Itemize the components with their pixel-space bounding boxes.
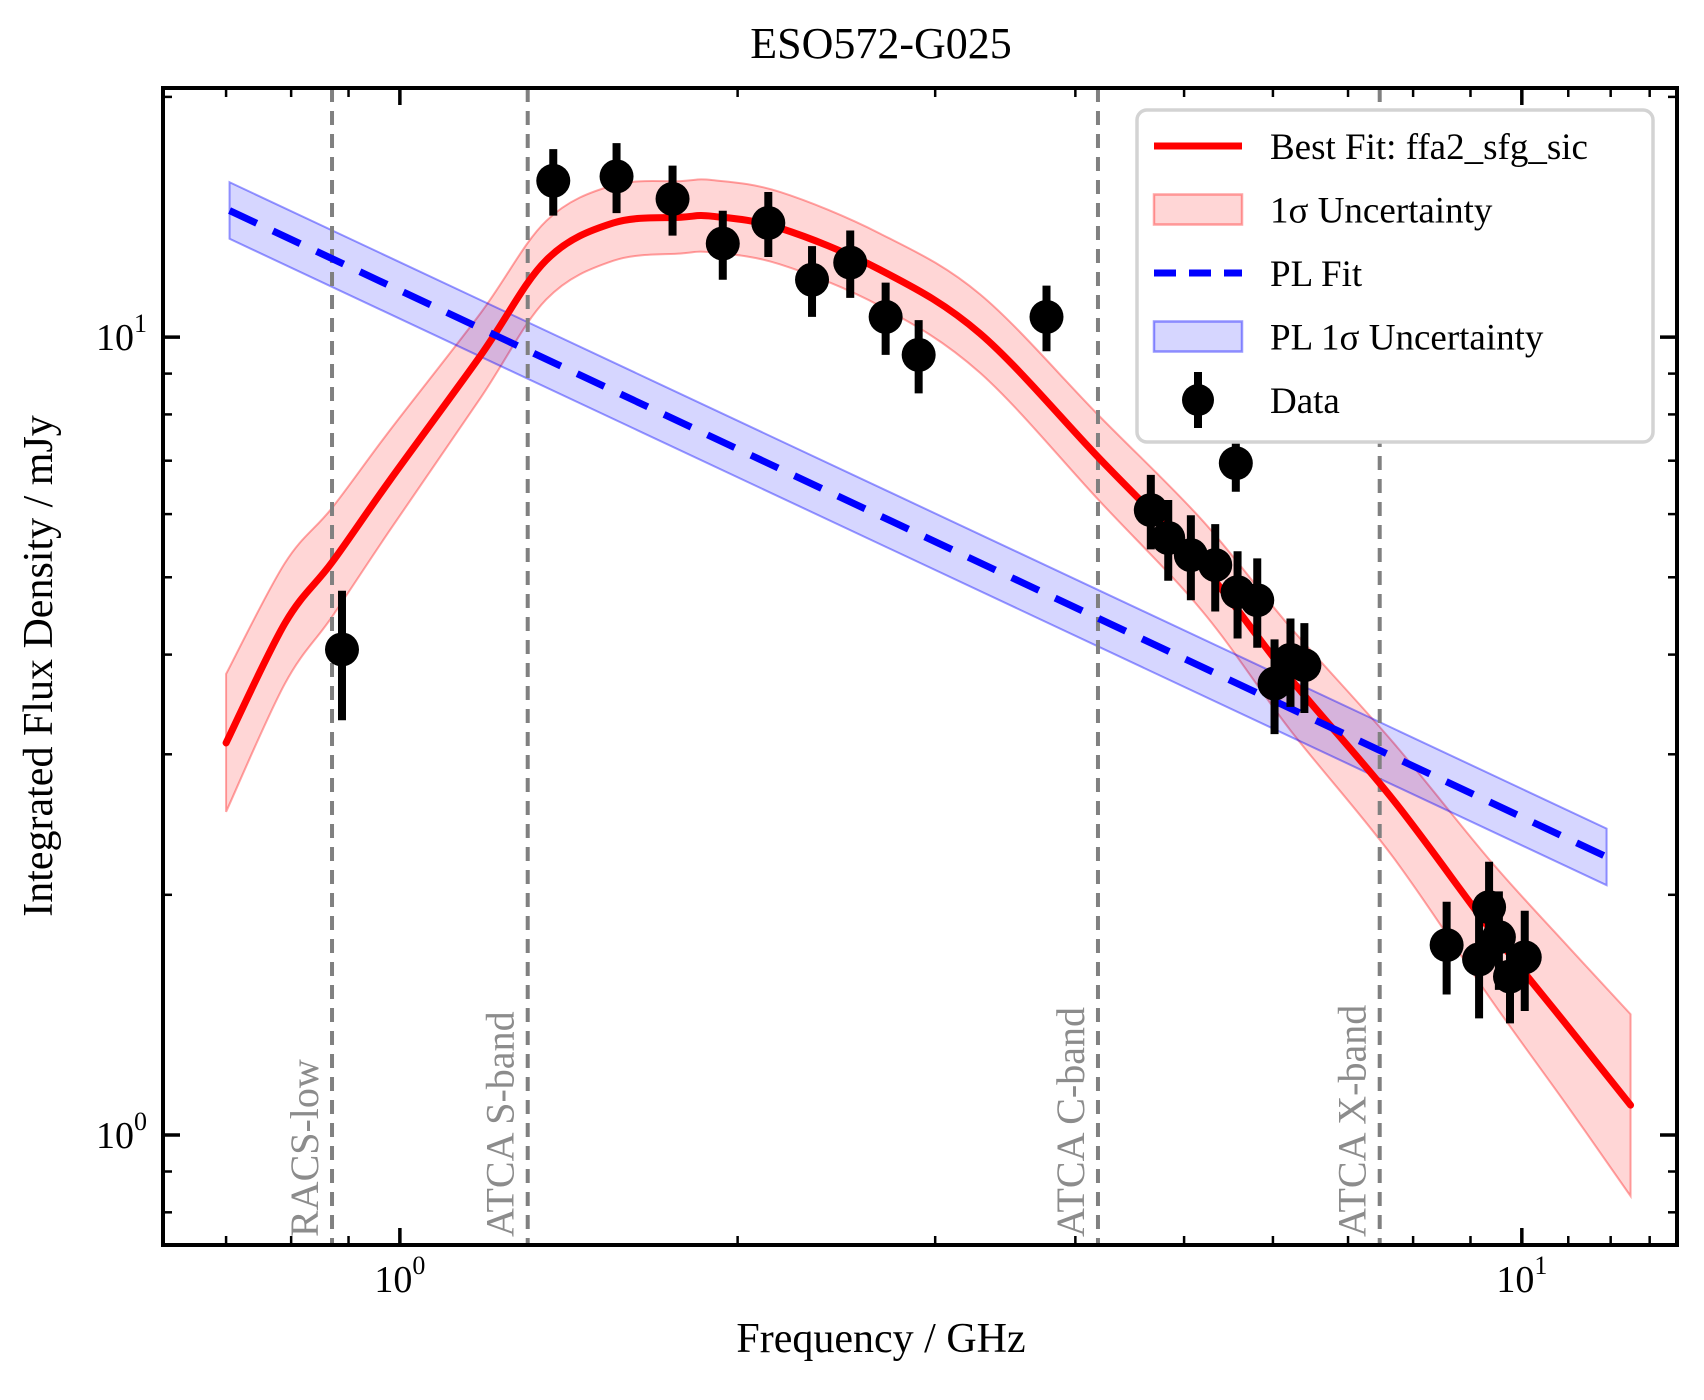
- data-point: [1240, 583, 1275, 618]
- legend-entry-label: Data: [1270, 381, 1340, 422]
- reference-line-label: ATCA S-band: [478, 1011, 523, 1237]
- data-point: [1029, 299, 1064, 334]
- data-point: [901, 337, 936, 372]
- data-point: [324, 632, 359, 667]
- legend-entry-label: 1σ Uncertainty: [1270, 191, 1493, 232]
- pl-fit-line: [228, 207, 1609, 861]
- data-point: [833, 245, 868, 280]
- reference-lines-layer: RACS-low ATCA S-band ATCA C-band ATCA X-ban…: [282, 88, 1382, 1245]
- legend: Best Fit: ffa2_sfg_sic 1σ Uncertainty PL F…: [1135, 108, 1655, 444]
- legend-box: [1135, 108, 1655, 444]
- x-tick-label: 100: [374, 1251, 425, 1301]
- y-tick-label: 100: [96, 1107, 147, 1157]
- data-point: [1287, 648, 1322, 683]
- legend-entry-label: PL Fit: [1270, 254, 1363, 295]
- legend-red-patch-sample: [1152, 193, 1244, 226]
- y-axis-label: Integrated Flux Density / mJy: [16, 415, 62, 917]
- data-points-layer: [324, 143, 1542, 1024]
- data-point: [536, 163, 571, 198]
- data-point: [1429, 928, 1464, 963]
- reference-line-label: RACS-low: [282, 1059, 327, 1237]
- data-point: [705, 226, 740, 261]
- data-point: [1507, 940, 1542, 975]
- y-tick-label: 101: [96, 309, 147, 359]
- data-point: [655, 181, 690, 216]
- pl-uncertainty-band: [228, 180, 1608, 887]
- data-point: [868, 299, 903, 334]
- data-point: [1198, 548, 1233, 583]
- legend-data-marker-sample: [1182, 384, 1214, 416]
- legend-blue-patch-sample: [1152, 320, 1244, 353]
- data-point: [599, 159, 634, 194]
- legend-entry-label: PL 1σ Uncertainty: [1270, 318, 1544, 359]
- data-point: [1133, 493, 1168, 528]
- data-point: [751, 205, 786, 240]
- x-axis-label: Frequency / GHz: [736, 1316, 1025, 1362]
- reference-line-label: ATCA X-band: [1330, 1005, 1375, 1237]
- legend-entry-label: Best Fit: ffa2_sfg_sic: [1270, 127, 1588, 168]
- plot-frame: [161, 86, 1679, 1247]
- reference-line-label: ATCA C-band: [1048, 1007, 1093, 1237]
- chart-title: ESO572-G025: [750, 19, 1012, 68]
- data-point: [795, 262, 830, 297]
- x-tick-label: 101: [1496, 1251, 1547, 1301]
- data-point: [1218, 446, 1253, 481]
- axes-layer: 100 101 100 101: [96, 86, 1679, 1301]
